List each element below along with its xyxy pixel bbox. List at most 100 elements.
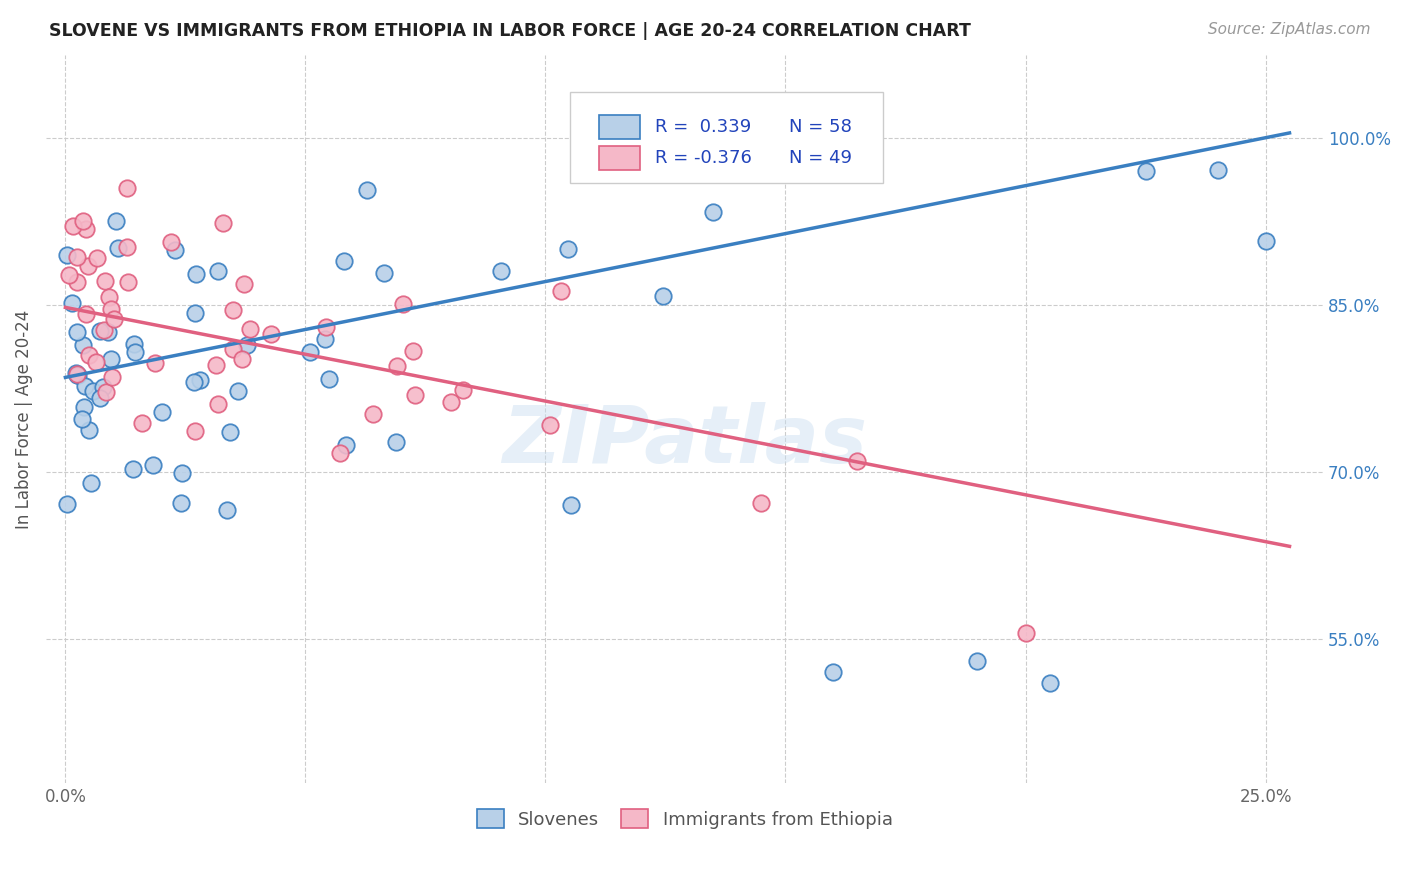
Point xyxy=(79,475,101,490)
Point xyxy=(143,356,166,370)
Point xyxy=(165,243,187,257)
Point xyxy=(699,98,721,112)
Point xyxy=(72,337,94,351)
Text: N = 58: N = 58 xyxy=(789,118,852,136)
Point xyxy=(89,324,111,338)
Point xyxy=(56,248,79,262)
Point xyxy=(73,379,96,393)
Point xyxy=(335,438,357,452)
Point xyxy=(207,264,229,278)
Point xyxy=(183,425,205,439)
Point xyxy=(260,327,283,342)
Point xyxy=(226,384,249,398)
Point xyxy=(58,268,80,283)
Point xyxy=(440,395,463,409)
Point xyxy=(218,425,240,439)
Point xyxy=(1135,164,1157,178)
Point xyxy=(1038,676,1060,690)
Point xyxy=(150,405,173,419)
Point xyxy=(550,284,572,298)
Point xyxy=(103,311,125,326)
Text: N = 49: N = 49 xyxy=(789,149,852,167)
Point xyxy=(65,366,87,380)
Point xyxy=(124,345,146,359)
Point xyxy=(97,326,120,340)
Point xyxy=(84,354,107,368)
Point xyxy=(404,388,426,402)
Point xyxy=(356,182,378,196)
Point xyxy=(66,325,89,339)
Y-axis label: In Labor Force | Age 20-24: In Labor Force | Age 20-24 xyxy=(15,310,32,529)
Text: R =  0.339: R = 0.339 xyxy=(655,118,752,136)
Point xyxy=(104,214,127,228)
Point xyxy=(557,242,579,256)
Point xyxy=(183,306,205,320)
Point xyxy=(217,503,239,517)
Point xyxy=(66,367,89,381)
Point xyxy=(560,498,582,512)
Point xyxy=(392,297,415,311)
Point xyxy=(651,289,673,303)
Point xyxy=(82,384,104,398)
Point xyxy=(131,416,153,430)
Point xyxy=(387,359,409,373)
Point xyxy=(232,277,254,291)
Legend: Slovenes, Immigrants from Ethiopia: Slovenes, Immigrants from Ethiopia xyxy=(470,802,900,836)
Point xyxy=(207,397,229,411)
Point xyxy=(183,375,205,389)
Point xyxy=(86,251,108,265)
Point xyxy=(100,301,122,316)
Point xyxy=(98,289,121,303)
Point xyxy=(315,319,337,334)
Point xyxy=(205,358,228,372)
Point xyxy=(318,372,340,386)
Point xyxy=(60,295,83,310)
Point xyxy=(384,434,406,449)
Point xyxy=(222,342,245,356)
Point xyxy=(451,383,474,397)
Point xyxy=(1206,162,1229,177)
Point xyxy=(66,368,89,382)
Point xyxy=(115,181,138,195)
Point xyxy=(751,496,773,510)
Point xyxy=(89,392,111,406)
Point xyxy=(333,254,356,268)
Point xyxy=(91,380,114,394)
Point xyxy=(1254,235,1277,249)
Point xyxy=(823,665,845,679)
Point xyxy=(72,213,94,227)
Point xyxy=(142,458,165,472)
Point xyxy=(186,267,208,281)
FancyBboxPatch shape xyxy=(599,115,640,138)
Point xyxy=(94,385,117,400)
Point xyxy=(77,259,100,273)
FancyBboxPatch shape xyxy=(569,92,883,183)
Point xyxy=(73,401,96,415)
Point xyxy=(94,274,117,288)
Point xyxy=(115,239,138,253)
Point xyxy=(77,423,100,437)
Point xyxy=(75,222,97,236)
Point xyxy=(702,204,724,219)
Point xyxy=(538,417,561,432)
Text: Source: ZipAtlas.com: Source: ZipAtlas.com xyxy=(1208,22,1371,37)
Text: ZIPatlas: ZIPatlas xyxy=(502,402,868,480)
Point xyxy=(56,497,79,511)
Point xyxy=(170,496,193,510)
Point xyxy=(107,241,129,255)
Point xyxy=(402,344,425,359)
Point xyxy=(231,351,253,366)
Point xyxy=(966,654,988,668)
Point xyxy=(67,368,90,382)
Point xyxy=(314,332,336,346)
Point xyxy=(66,275,89,289)
Point xyxy=(93,323,115,337)
Point xyxy=(77,349,100,363)
Point xyxy=(239,322,262,336)
Point xyxy=(846,454,869,468)
Point xyxy=(491,264,513,278)
FancyBboxPatch shape xyxy=(599,146,640,169)
Point xyxy=(75,307,97,321)
Point xyxy=(172,467,194,481)
Point xyxy=(222,303,245,318)
